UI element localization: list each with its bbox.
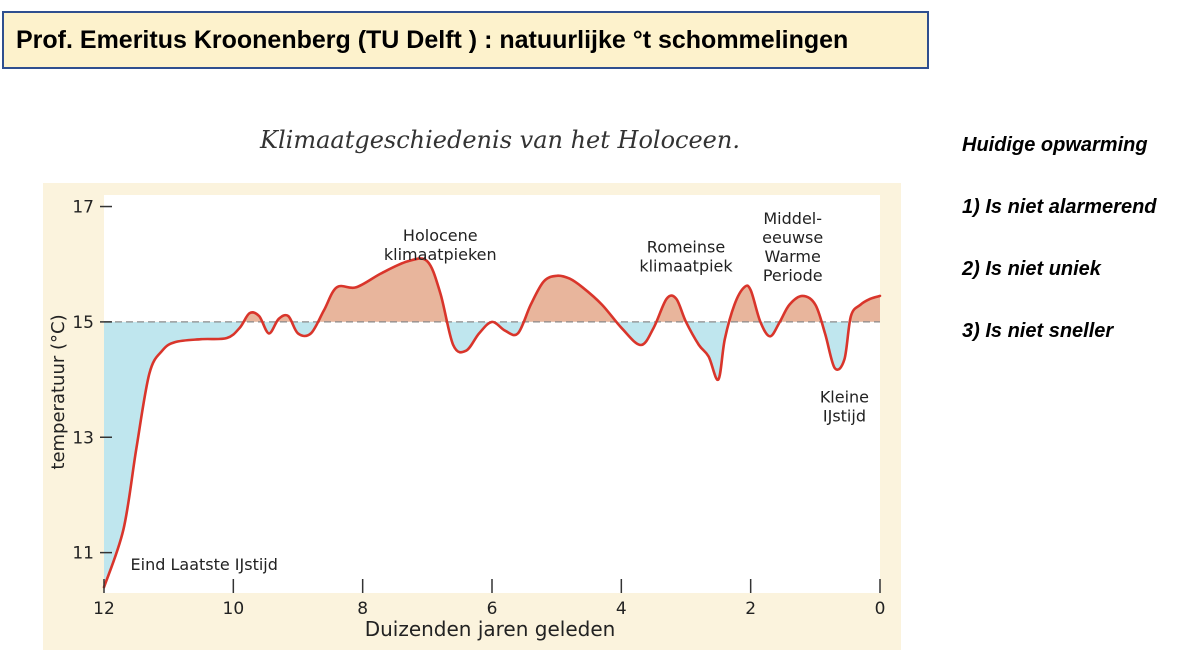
- annotations: Holocene klimaatpieken Romeinse klimaatpiek…: [131, 209, 869, 574]
- y-tick-label: 17: [72, 198, 94, 218]
- side-note-1: 1) Is niet alarmerend: [962, 196, 1157, 218]
- x-tick-label: 2: [745, 599, 756, 619]
- side-note-3: 3) Is niet sneller: [962, 320, 1114, 342]
- chart-annotation: Eind Laatste IJstijd: [131, 555, 278, 574]
- side-note-heading: Huidige opwarming: [962, 134, 1148, 156]
- x-tick-label: 6: [487, 599, 498, 619]
- chart-annotation: Holocene klimaatpieken: [384, 226, 497, 264]
- temperature-line: [102, 257, 882, 589]
- side-note-2: 2) Is niet uniek: [962, 258, 1101, 280]
- chart-annotation: Romeinse klimaatpiek: [639, 238, 733, 276]
- chart-title: Klimaatgeschiedenis van het Holoceen.: [259, 126, 740, 154]
- chart-annotation: Middel-eeuwse Warme Periode: [762, 209, 823, 285]
- y-tick-label: 13: [72, 428, 94, 448]
- x-tick-label: 8: [357, 599, 368, 619]
- x-tick-label: 0: [875, 599, 886, 619]
- axis-ticks: 12 10 8 6 4 2 0 11 13 15 17: [72, 198, 885, 619]
- y-axis-label: temperatuur (°C): [48, 314, 69, 469]
- plot-area: [104, 195, 880, 593]
- x-tick-label: 10: [223, 599, 245, 619]
- x-tick-label: 4: [616, 599, 627, 619]
- y-tick-label: 11: [72, 544, 94, 564]
- warm-area: [243, 258, 880, 322]
- slide-title: Prof. Emeritus Kroonenberg (TU Delft ) :…: [16, 25, 849, 54]
- x-tick-label: 12: [93, 599, 115, 619]
- x-axis-label: Duizenden jaren geleden: [365, 617, 616, 641]
- slide-title-box: Prof. Emeritus Kroonenberg (TU Delft ) :…: [2, 11, 929, 69]
- chart-annotation: Kleine IJstijd: [820, 388, 869, 426]
- y-tick-label: 15: [72, 313, 94, 333]
